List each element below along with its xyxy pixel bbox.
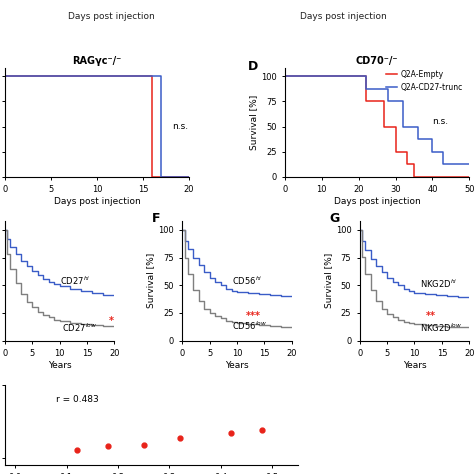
Text: NKG2D$^{low}$: NKG2D$^{low}$ — [420, 321, 462, 334]
X-axis label: Days post injection: Days post injection — [334, 197, 420, 206]
Title: RAGγc⁻/⁻: RAGγc⁻/⁻ — [72, 56, 121, 66]
Title: CD70⁻/⁻: CD70⁻/⁻ — [356, 56, 398, 66]
Text: CD56$^{low}$: CD56$^{low}$ — [231, 319, 266, 331]
Text: *: * — [109, 316, 114, 326]
Text: n.s.: n.s. — [432, 117, 448, 126]
X-axis label: Days post injection: Days post injection — [54, 197, 140, 206]
Text: ***: *** — [246, 311, 261, 321]
Text: Days post injection: Days post injection — [68, 12, 155, 21]
Y-axis label: Survival [%]: Survival [%] — [324, 253, 333, 309]
Y-axis label: Survival [%]: Survival [%] — [249, 95, 258, 150]
Text: G: G — [329, 211, 339, 225]
Legend: Q2A-Empty, Q2A-CD27-trunc: Q2A-Empty, Q2A-CD27-trunc — [383, 67, 465, 95]
Text: CD56$^{hi}$: CD56$^{hi}$ — [231, 275, 262, 287]
X-axis label: Years: Years — [225, 361, 249, 370]
Text: n.s.: n.s. — [173, 122, 189, 131]
X-axis label: Years: Years — [48, 361, 71, 370]
Text: Days post injection: Days post injection — [301, 12, 387, 21]
Y-axis label: Survival [%]: Survival [%] — [146, 253, 155, 309]
Text: CD27$^{low}$: CD27$^{low}$ — [62, 321, 97, 334]
Text: NKG2D$^{hi}$: NKG2D$^{hi}$ — [420, 277, 457, 290]
Text: **: ** — [426, 311, 436, 321]
X-axis label: Years: Years — [403, 361, 426, 370]
Text: F: F — [152, 211, 160, 225]
Text: D: D — [248, 60, 258, 73]
Text: CD27$^{hi}$: CD27$^{hi}$ — [60, 275, 90, 287]
Text: r = 0.483: r = 0.483 — [56, 395, 99, 404]
